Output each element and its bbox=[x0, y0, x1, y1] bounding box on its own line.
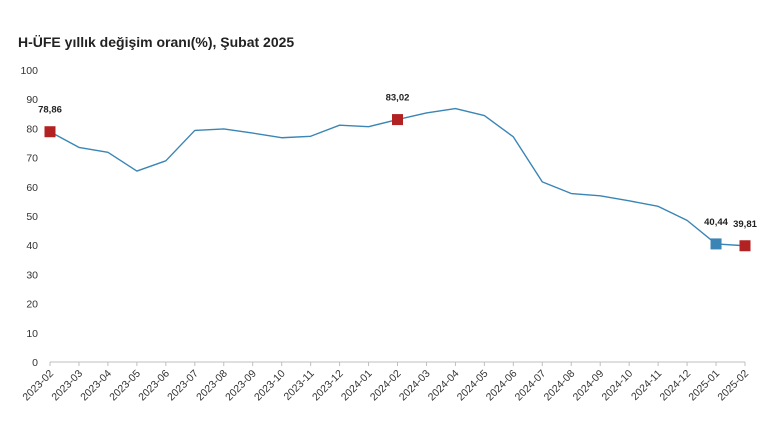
data-marker bbox=[44, 126, 56, 138]
x-tick-label: 2024-03 bbox=[397, 368, 433, 404]
data-label: 78,86 bbox=[38, 105, 62, 116]
series-line bbox=[49, 107, 746, 247]
data-label: 40,44 bbox=[704, 217, 728, 228]
x-tick-label: 2023-09 bbox=[223, 368, 259, 404]
y-tick-label: 20 bbox=[26, 299, 38, 311]
x-tick-label: 2024-06 bbox=[484, 368, 520, 404]
y-tick-label: 90 bbox=[26, 94, 38, 106]
y-tick-label: 30 bbox=[26, 269, 38, 281]
x-tick-label: 2023-08 bbox=[194, 368, 230, 404]
y-tick-label: 40 bbox=[26, 240, 38, 252]
data-marker bbox=[392, 114, 403, 126]
x-tick-label: 2024-02 bbox=[368, 368, 404, 404]
x-tick-label: 2023-04 bbox=[78, 368, 114, 404]
data-marker bbox=[710, 238, 722, 250]
data-label: 83,02 bbox=[386, 93, 410, 104]
data-label: 39,81 bbox=[733, 219, 757, 230]
y-tick-label: 10 bbox=[26, 328, 38, 340]
y-tick-label: 0 bbox=[32, 357, 38, 369]
x-tick-label: 2024-01 bbox=[339, 368, 375, 404]
x-tick-label: 2024-08 bbox=[542, 368, 578, 404]
y-tick-label: 100 bbox=[20, 65, 38, 77]
data-marker bbox=[739, 240, 751, 252]
x-tick-label: 2023-03 bbox=[49, 368, 85, 404]
x-tick-label: 2023-12 bbox=[310, 368, 346, 404]
x-tick-label: 2025-02 bbox=[715, 368, 751, 404]
x-tick-label: 2023-07 bbox=[165, 368, 201, 404]
y-tick-label: 80 bbox=[26, 123, 38, 135]
x-tick-label: 2024-07 bbox=[513, 368, 549, 404]
chart-title: H-ÜFE yıllık değişim oranı(%), Şubat 202… bbox=[18, 34, 295, 50]
x-tick-label: 2023-10 bbox=[252, 368, 288, 404]
x-tick-label: 2025-01 bbox=[686, 368, 722, 404]
y-tick-label: 50 bbox=[26, 211, 38, 223]
x-tick-label: 2024-12 bbox=[657, 368, 693, 404]
y-tick-label: 60 bbox=[26, 182, 38, 194]
x-tick-label: 2023-02 bbox=[20, 368, 56, 404]
x-tick-label: 2023-06 bbox=[136, 368, 172, 404]
x-tick-label: 2024-04 bbox=[426, 368, 462, 404]
x-tick-label: 2024-10 bbox=[600, 368, 636, 404]
x-tick-label: 2024-05 bbox=[455, 368, 491, 404]
y-tick-label: 70 bbox=[26, 153, 38, 165]
x-tick-label: 2023-05 bbox=[107, 368, 143, 404]
x-tick-label: 2024-09 bbox=[571, 368, 607, 404]
